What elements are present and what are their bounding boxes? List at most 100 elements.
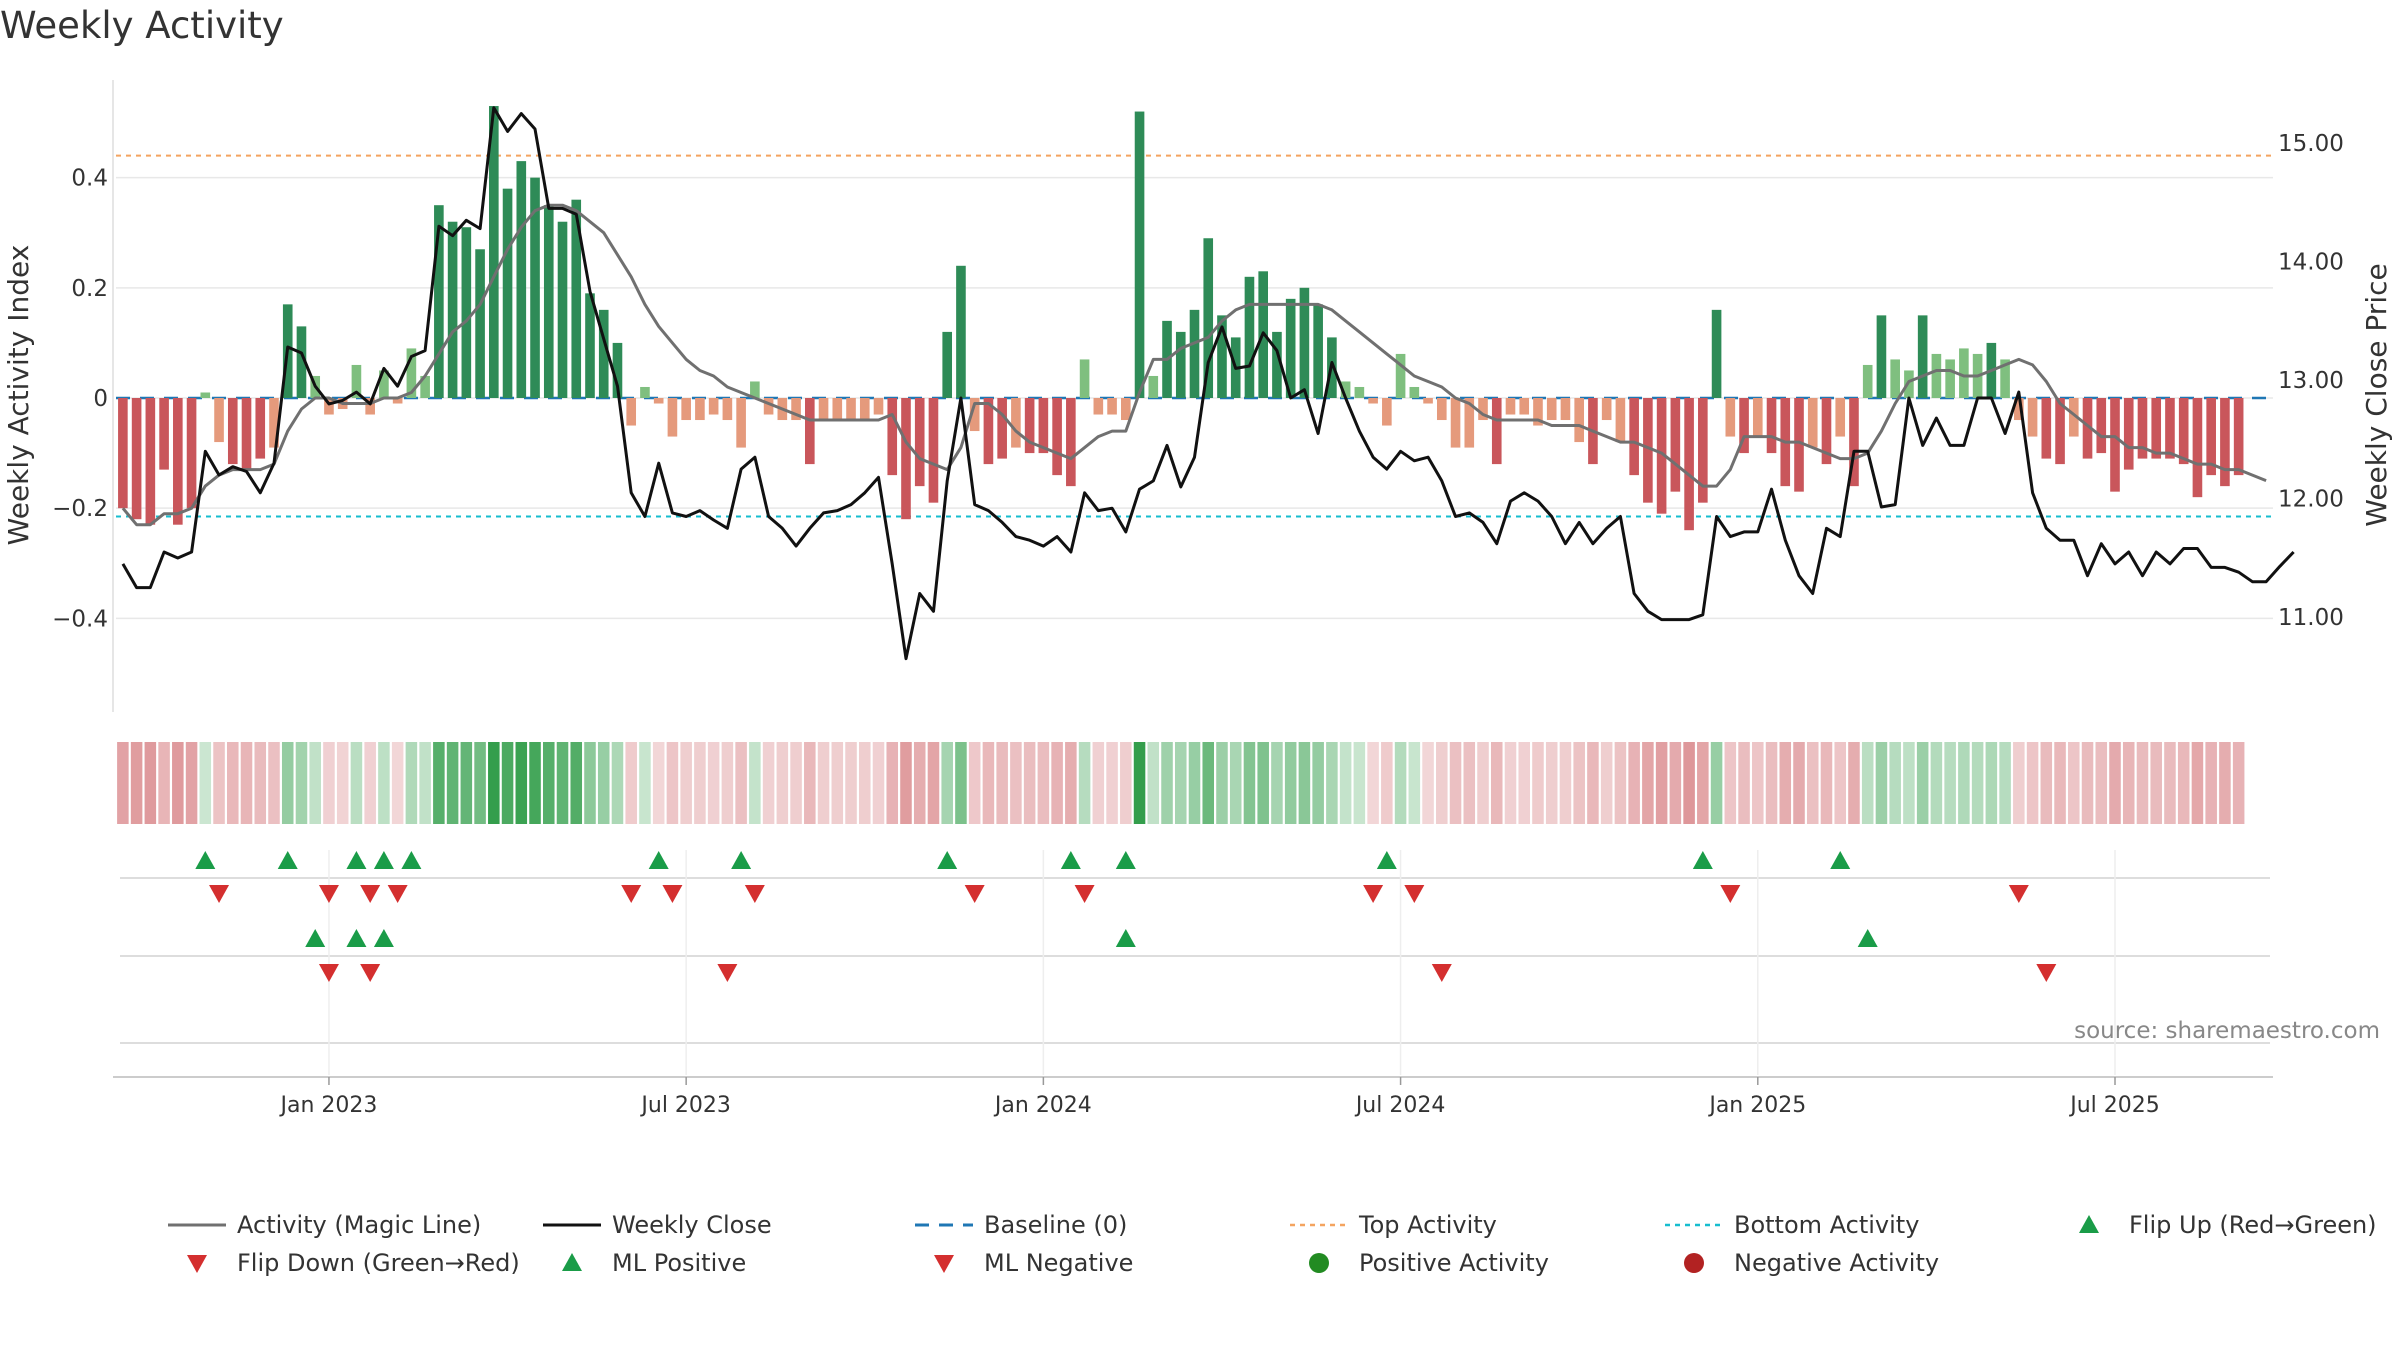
activity-bar: [2041, 398, 2052, 459]
activity-bar: [571, 199, 582, 398]
x-tick-label: Jul 2024: [1354, 1093, 1446, 1118]
legend-label: ML Negative: [984, 1249, 1133, 1277]
heat-cell: [336, 742, 349, 824]
activity-bar: [1917, 315, 1928, 398]
heat-cell: [378, 742, 390, 824]
heat-cell: [982, 742, 995, 824]
y-right-axis-title: Weekly Close Price: [2360, 263, 2393, 526]
activity-bar: [516, 161, 527, 398]
heat-cell: [1834, 742, 1846, 824]
heat-cell: [1765, 742, 1778, 824]
activity-bar: [365, 398, 375, 415]
activity-bar: [1725, 398, 1736, 437]
heat-cell: [1092, 742, 1105, 824]
heat-cell: [804, 742, 816, 824]
heat-cell: [1806, 742, 1819, 824]
x-tick-label: Jul 2025: [2068, 1093, 2160, 1118]
flip-down-marker: [744, 885, 765, 903]
source-note: source: sharemaestro.com: [2074, 1018, 2380, 1044]
activity-bar: [1052, 398, 1062, 476]
heat-cell: [1381, 742, 1393, 824]
ml-positive-marker: [305, 929, 326, 947]
legend-swatch: [2079, 1215, 2099, 1233]
heat-cell: [158, 742, 170, 824]
heat-cell: [446, 742, 459, 824]
heat-cell: [790, 742, 802, 824]
flip-up-marker: [937, 851, 958, 869]
activity-bar: [1203, 238, 1214, 398]
activity-bar: [227, 398, 238, 465]
flip-up-marker: [277, 851, 298, 869]
flip-down-marker: [621, 885, 642, 903]
heat-cell: [955, 742, 967, 824]
heat-cell: [227, 742, 239, 824]
legend-label: Top Activity: [1358, 1211, 1497, 1239]
heat-cell: [1504, 742, 1517, 824]
flip-up-marker: [346, 851, 367, 869]
heat-cell: [488, 742, 500, 824]
activity-bar: [1752, 398, 1763, 437]
activity-bar: [447, 221, 458, 398]
heat-cell: [597, 742, 610, 824]
activity-bar: [1285, 298, 1296, 398]
heat-cell: [2095, 742, 2108, 824]
activity-bar: [557, 221, 568, 398]
activity-bar: [1382, 398, 1392, 426]
y-right-tick-label: 15.00: [2278, 131, 2344, 157]
heat-cell: [1477, 742, 1489, 824]
activity-heat-strip: [117, 742, 2245, 824]
legend-item: Top Activity: [1290, 1211, 1497, 1239]
activity-bar: [1615, 398, 1626, 443]
heat-cell: [1916, 742, 1929, 824]
heat-cell: [213, 742, 225, 824]
heat-cell: [721, 742, 734, 824]
activity-bar: [1093, 398, 1104, 415]
x-tick-label: Jan 2024: [993, 1093, 1092, 1118]
activity-bar: [1450, 398, 1461, 448]
legend-swatch: [934, 1255, 954, 1273]
activity-bar: [1794, 398, 1804, 492]
ml-negative-marker: [717, 964, 738, 982]
heat-cell: [1120, 742, 1132, 824]
activity-bar: [1601, 398, 1612, 421]
heat-cell: [309, 742, 321, 824]
heat-cell: [1889, 742, 1901, 824]
activity-bar: [1629, 398, 1639, 476]
heat-cell: [1971, 742, 1984, 824]
heat-cell: [1051, 742, 1063, 824]
flip-down-marker: [662, 885, 683, 903]
heat-cell: [1436, 742, 1448, 824]
heat-cell: [199, 742, 212, 824]
flip-up-marker: [1830, 851, 1851, 869]
activity-bar: [489, 106, 499, 398]
activity-bar: [1505, 398, 1516, 415]
y-left-tick-label: −0.4: [52, 606, 108, 632]
legend-label: Baseline (0): [984, 1211, 1127, 1239]
activity-bar: [434, 205, 444, 398]
activity-bar: [1464, 398, 1475, 448]
axes-layer: 0.4 0.2 0 −0.2 −0.4 15.00 14.00 13.00 12.00 11.00…: [2, 80, 2393, 712]
x-tick-label: Jan 2023: [278, 1093, 377, 1118]
activity-bar: [585, 293, 595, 398]
heat-cell: [1490, 742, 1503, 824]
legend-item: Negative Activity: [1684, 1249, 1939, 1277]
activity-bar: [846, 398, 856, 421]
heat-cell: [858, 742, 871, 824]
activity-bar: [1395, 353, 1406, 398]
activity-bar: [1244, 276, 1255, 398]
heat-cell: [817, 742, 830, 824]
y-right-tick-label: 14.00: [2278, 250, 2344, 276]
heat-cell: [1848, 742, 1860, 824]
activity-bar: [475, 249, 485, 398]
flip-up-marker: [1376, 851, 1397, 869]
heat-cell: [584, 742, 596, 824]
heat-cell: [666, 742, 679, 824]
y-left-tick-label: 0.2: [71, 276, 108, 302]
heat-cell: [1284, 742, 1297, 824]
flip-down-marker: [1404, 885, 1425, 903]
activity-bar: [1684, 398, 1694, 531]
activity-bar: [406, 348, 417, 398]
legend-label: Activity (Magic Line): [237, 1211, 481, 1239]
heat-cell: [144, 742, 157, 824]
